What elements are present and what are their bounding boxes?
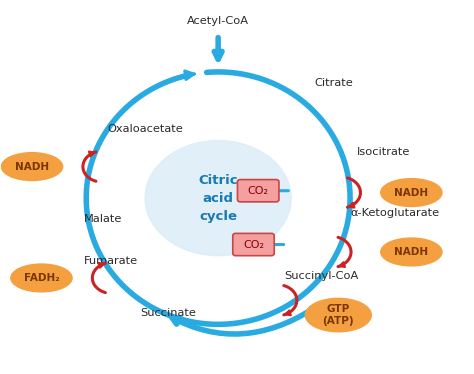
Circle shape (145, 141, 291, 256)
Ellipse shape (381, 179, 442, 206)
Text: Citric
acid
cycle: Citric acid cycle (198, 174, 238, 223)
Text: Succinate: Succinate (141, 308, 197, 318)
Text: CO₂: CO₂ (243, 239, 264, 249)
Text: CO₂: CO₂ (248, 186, 269, 196)
Ellipse shape (11, 264, 72, 292)
Text: FADH₂: FADH₂ (24, 273, 59, 283)
Text: NADH: NADH (15, 162, 49, 172)
FancyBboxPatch shape (233, 233, 274, 256)
Text: GTP
(ATP): GTP (ATP) (322, 304, 354, 326)
Text: NADH: NADH (394, 188, 428, 197)
Text: Acetyl-CoA: Acetyl-CoA (187, 15, 249, 25)
Text: Fumarate: Fumarate (84, 256, 138, 266)
Text: Isocitrate: Isocitrate (357, 147, 410, 157)
Ellipse shape (1, 153, 63, 181)
FancyBboxPatch shape (237, 180, 279, 202)
Ellipse shape (305, 298, 371, 332)
Text: Malate: Malate (84, 214, 122, 224)
Text: α-Ketoglutarate: α-Ketoglutarate (350, 208, 439, 218)
Text: Oxaloacetate: Oxaloacetate (108, 125, 183, 135)
Text: Citrate: Citrate (315, 78, 354, 88)
Ellipse shape (381, 238, 442, 266)
Text: Succinyl-CoA: Succinyl-CoA (284, 271, 358, 281)
Text: NADH: NADH (394, 247, 428, 257)
